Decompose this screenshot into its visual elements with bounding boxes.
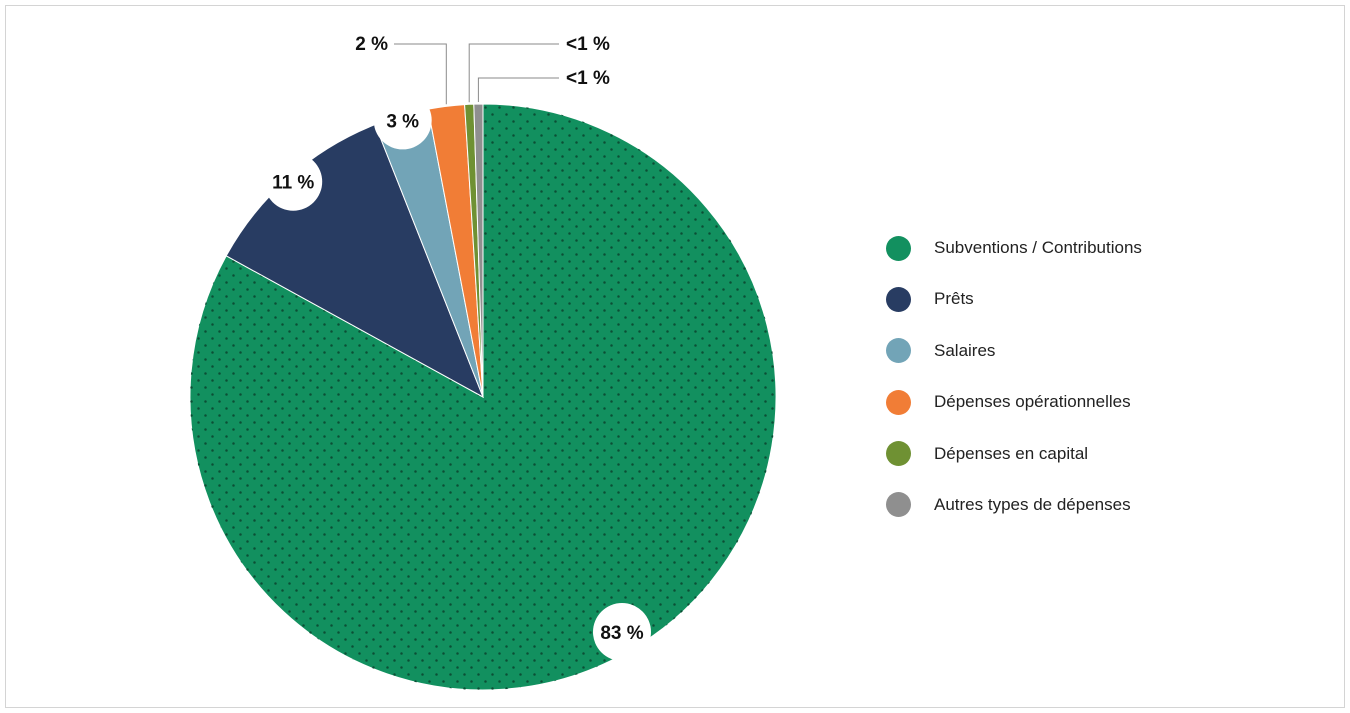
legend-label-salaires: Salaires bbox=[934, 340, 996, 360]
data-label-subventions: 83 % bbox=[600, 623, 643, 644]
legend-swatch-autres-depenses bbox=[886, 492, 911, 518]
legend-item-subventions: Subventions / Contributions bbox=[886, 235, 1142, 261]
data-label-depenses-operationnelles: 2 % bbox=[355, 34, 388, 55]
legend-item-depenses-capital: Dépenses en capital bbox=[886, 441, 1142, 467]
label-badge-subventions bbox=[593, 603, 651, 661]
leader-line-depenses-operationnelles bbox=[394, 43, 447, 105]
legend-label-subventions: Subventions / Contributions bbox=[934, 238, 1142, 257]
data-label-salaires: 3 % bbox=[386, 111, 419, 132]
pie-slice-autres-depenses bbox=[473, 103, 484, 398]
legend-label-depenses-operationnelles: Dépenses opérationnelles bbox=[934, 392, 1131, 412]
legend-swatch-depenses-operationnelles bbox=[886, 389, 911, 415]
legend-label-depenses-capital: Dépenses en capital bbox=[934, 443, 1089, 463]
legend-item-prets: Prêts bbox=[886, 286, 1142, 312]
legend-swatch-depenses-capital bbox=[886, 441, 911, 467]
leader-lines bbox=[394, 43, 559, 105]
leader-line-depenses-capital bbox=[468, 43, 559, 103]
legend-label-autres-depenses: Autres types de dépenses bbox=[934, 494, 1131, 514]
legend-item-salaires: Salaires bbox=[886, 338, 1142, 364]
legend-swatch-subventions bbox=[886, 235, 911, 261]
pie-slices bbox=[189, 103, 777, 691]
data-label-prets: 11 % bbox=[272, 173, 314, 194]
legend-item-depenses-operationnelles: Dépenses opérationnelles bbox=[886, 389, 1142, 415]
legend-item-autres-depenses: Autres types de dépenses bbox=[886, 492, 1142, 518]
label-badge-prets bbox=[264, 152, 323, 211]
legend-swatch-salaires bbox=[886, 338, 911, 364]
data-label-autres-depenses: <1 % bbox=[566, 68, 610, 89]
legend: Subventions / Contributions Prêts Salair… bbox=[886, 235, 1142, 543]
label-badge-salaires bbox=[373, 91, 432, 150]
data-labels: 83 % 11 % 3 % 2 % <1 % <1 % bbox=[264, 34, 651, 661]
data-label-depenses-capital: <1 % bbox=[566, 34, 610, 55]
legend-swatch-prets bbox=[886, 286, 911, 312]
legend-label-prets: Prêts bbox=[934, 289, 974, 309]
chart-frame: 83 % 11 % 3 % 2 % <1 % <1 % Subventions / Con… bbox=[5, 5, 1345, 708]
leader-line-autres-depenses bbox=[477, 77, 559, 102]
pie-chart: 83 % 11 % 3 % 2 % <1 % <1 % bbox=[189, 34, 777, 691]
